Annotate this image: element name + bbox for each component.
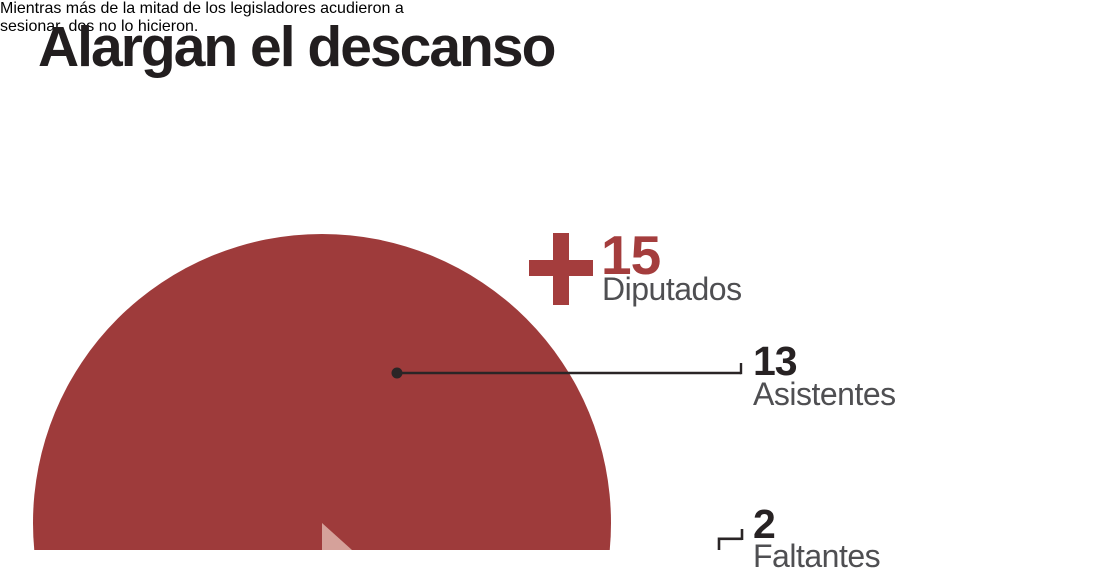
pie-chart xyxy=(33,233,744,550)
callout-line-asistentes xyxy=(391,363,743,379)
chart-title: Alargan el descanso xyxy=(38,15,556,79)
pie-slice-asistentes xyxy=(33,234,611,550)
faltantes-label: Faltantes xyxy=(753,538,881,574)
asistentes-number: 13 xyxy=(753,338,798,384)
plus-icon-vertical-bar xyxy=(553,233,569,305)
total-number: 15 xyxy=(601,224,661,286)
subtitle-line-1: Mientras más de la mitad de los legislad… xyxy=(0,0,404,17)
callout-line-faltantes xyxy=(717,529,744,550)
plus-icon xyxy=(529,233,593,305)
subtitle-line-2: sesionar, dos no lo hicieron. xyxy=(0,18,199,35)
total-label: Diputados xyxy=(602,271,742,307)
callout-dot xyxy=(391,367,403,379)
pie-slice-faltantes xyxy=(322,523,352,550)
callout-elbow-line xyxy=(717,537,742,550)
faltantes-number: 2 xyxy=(753,501,776,547)
asistentes-label: Asistentes xyxy=(753,376,896,412)
